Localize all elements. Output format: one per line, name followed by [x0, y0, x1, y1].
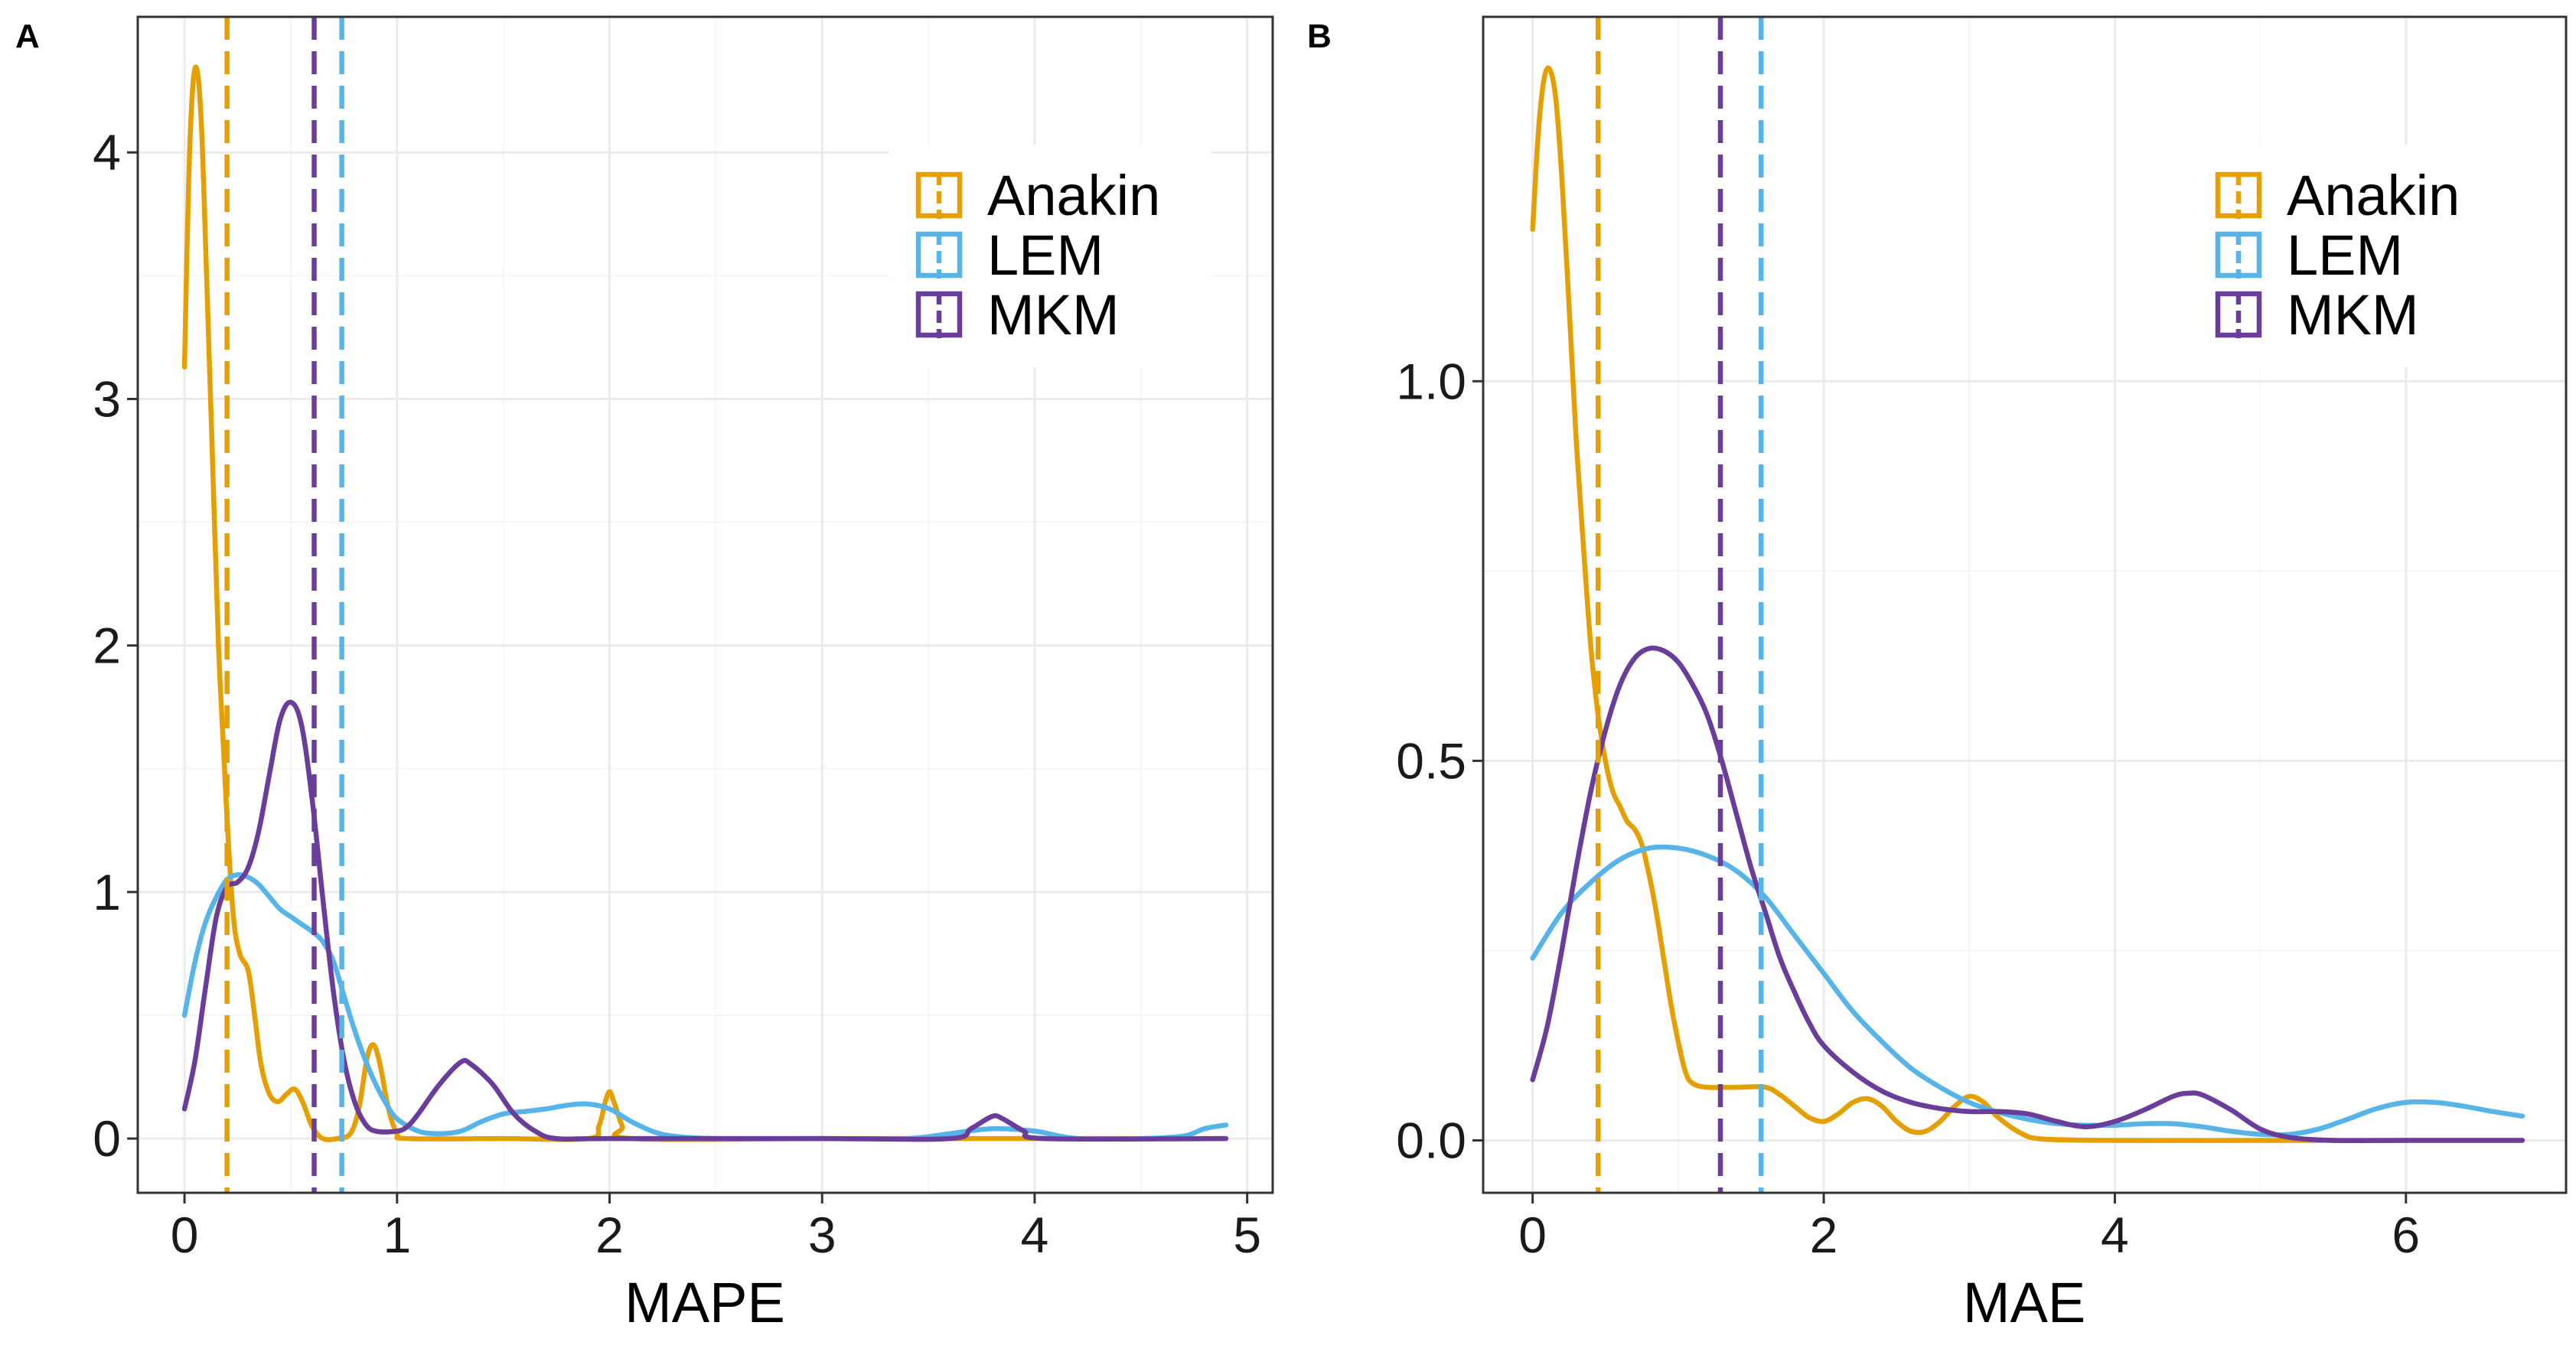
panel-b-mean-lines	[1595, 17, 1764, 1193]
panel-b-legend-background	[2189, 145, 2510, 367]
panel-a-x-tick-label: 0	[171, 1207, 199, 1263]
panel-a-legend-label-mkm: MKM	[987, 283, 1120, 347]
panel-b-x-axis-title: MAE	[1963, 1271, 2085, 1334]
panel-a-legend-label-lem: LEM	[987, 223, 1104, 287]
panel-a-legend-label-anakin: Anakin	[987, 164, 1160, 227]
panel-a-x-tick-label: 5	[1233, 1207, 1261, 1263]
panel-b-y-tick-label: 1.0	[1396, 353, 1466, 409]
panel-a-legend-background	[889, 145, 1211, 367]
panel-a-y-tick-label: 3	[93, 370, 121, 427]
panel-a-y-tick-label: 1	[93, 864, 121, 920]
panel-a-letter: A	[15, 18, 40, 55]
panel-a-x-tick-label: 3	[808, 1207, 836, 1263]
panel-b-x-tick-label: 0	[1518, 1207, 1547, 1263]
panel-a-y-tick-label: 2	[93, 617, 121, 674]
panel-b-letter: B	[1307, 18, 1332, 55]
panel-b-lem-density-curve	[1530, 844, 2525, 1138]
panel-b-legend-label-anakin: Anakin	[2287, 164, 2460, 227]
panel-b-anakin-density-curve	[1530, 65, 2525, 1143]
panel-a-x-tick-label: 2	[595, 1207, 624, 1263]
panel-b-x-tick-label: 4	[2101, 1207, 2129, 1263]
panel-a-mkm-density-curve	[181, 699, 1229, 1142]
panel-b-legend-label-mkm: MKM	[2287, 283, 2419, 347]
panel-a-x-tick-label: 1	[383, 1207, 411, 1263]
panel-a-mean-lines	[224, 17, 344, 1193]
panel-a-lem-density-curve	[181, 871, 1229, 1142]
panel-a-x-axis: 0 1 2 3 4 5	[171, 1193, 1261, 1263]
panel-b-x-axis: 0 2 4 6	[1518, 1193, 2420, 1263]
panel-b-x-tick-label: 6	[2392, 1207, 2420, 1263]
panel-a-x-axis-title: MAPE	[624, 1271, 785, 1334]
panel-a-y-axis: 0 1 2 3 4	[93, 124, 138, 1167]
panel-b-y-axis: 0.0 0.5 1.0	[1396, 353, 1483, 1169]
panel-b-legend-label-lem: LEM	[2287, 223, 2403, 287]
panel-b-y-tick-label: 0.5	[1396, 732, 1466, 789]
panel-a-y-tick-label: 0	[93, 1110, 121, 1167]
panel-b-mkm-density-curve	[1530, 645, 2525, 1144]
panel-b-curves	[1530, 65, 2525, 1144]
panel-a-frame	[136, 15, 1274, 1194]
panel-b-frame	[1482, 15, 2568, 1194]
panel-a-x-tick-label: 4	[1021, 1207, 1049, 1263]
panel-b-x-tick-label: 2	[1810, 1207, 1838, 1263]
panel-b-y-tick-label: 0.0	[1396, 1112, 1466, 1169]
panel-a-y-tick-label: 4	[93, 124, 121, 181]
